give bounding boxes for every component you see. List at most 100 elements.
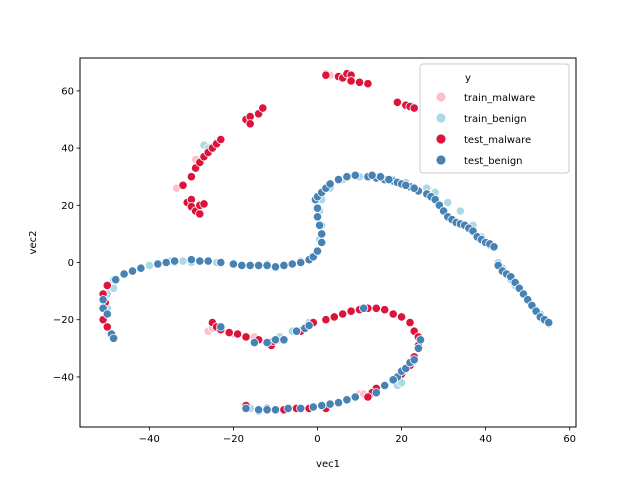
point-test_benign [333, 398, 344, 408]
point-test_benign [371, 388, 381, 398]
point-test_benign [359, 303, 369, 313]
x-tick-label: 60 [563, 434, 576, 445]
point-test_benign [350, 392, 360, 402]
x-axis-label: vec1 [316, 459, 340, 470]
points-layer [98, 69, 554, 416]
point-test_benign [350, 170, 360, 180]
point-test_benign [314, 220, 325, 230]
point-test_malware [346, 76, 356, 86]
legend-title: y [465, 73, 471, 84]
point-test_benign [317, 237, 327, 248]
point-test_benign [296, 403, 306, 413]
x-tick-label: 0 [314, 434, 320, 445]
point-test_benign [544, 317, 554, 328]
point-test_malware [321, 315, 331, 325]
point-test_malware [186, 172, 196, 182]
point-test_malware [380, 305, 390, 315]
legend-box [419, 63, 570, 174]
point-test_benign [270, 405, 281, 415]
point-test_benign [317, 229, 327, 239]
legend-label: test_benign [464, 156, 523, 167]
legend-entry-test_malware: test_malware [435, 133, 531, 146]
point-test_malware [354, 77, 365, 87]
point-test_benign [409, 183, 419, 193]
legend-entries: train_malware train_benign test_malwaretes… [435, 91, 535, 167]
point-test_benign [254, 260, 264, 270]
legend-marker [435, 133, 447, 145]
point-test_benign [489, 242, 499, 252]
legend-label: train_malware [464, 93, 535, 104]
point-test_benign [249, 337, 259, 348]
legend-label: train_benign [464, 114, 527, 125]
point-test_malware [321, 70, 331, 80]
point-test_benign [342, 395, 352, 405]
point-train_benign [144, 260, 154, 270]
y-tick-label: 20 [61, 201, 74, 212]
point-test_benign [415, 335, 426, 345]
point-test_malware [396, 312, 407, 322]
point-test_malware [216, 134, 226, 145]
point-test_benign [102, 309, 112, 319]
legend-entry-train_benign: train_benign [435, 112, 527, 125]
point-test_benign [312, 203, 323, 213]
point-test_malware [258, 103, 268, 113]
y-axis-label: vec2 [28, 231, 39, 255]
point-test_malware [363, 392, 373, 402]
point-test_benign [388, 375, 398, 385]
point-test_benign [153, 259, 163, 269]
point-test_malware [405, 317, 415, 328]
point-test_benign [380, 380, 390, 391]
legend-entry-test_benign: test_benign [435, 154, 523, 167]
point-test_benign [333, 175, 344, 185]
point-test_benign [216, 257, 226, 268]
point-test_benign [203, 256, 213, 266]
point-test_benign [279, 335, 289, 345]
point-test_malware [233, 329, 243, 339]
point-test_benign [195, 256, 205, 266]
point-test_benign [283, 403, 293, 413]
point-test_benign [109, 333, 119, 343]
y-tick-label: −40 [53, 372, 74, 383]
point-test_benign [384, 175, 394, 185]
series-test_benign [98, 170, 554, 415]
legend: y train_malware train_benign test_malwaret… [419, 63, 570, 174]
point-test_benign [375, 172, 386, 182]
y-tick-label: 60 [61, 86, 74, 97]
point-test_malware [102, 322, 112, 332]
point-test_malware [363, 79, 373, 89]
x-tick-label: 40 [479, 434, 492, 445]
point-test_benign [262, 260, 272, 270]
point-test_benign [291, 326, 302, 336]
point-test_benign [254, 405, 264, 415]
point-test_benign [170, 256, 180, 266]
point-train_benign [178, 256, 188, 266]
point-test_benign [367, 170, 377, 180]
point-test_malware [346, 306, 356, 316]
point-test_benign [312, 246, 323, 256]
point-test_benign [308, 402, 318, 412]
point-test_benign [111, 275, 121, 285]
point-test_malware [409, 103, 419, 113]
point-test_benign [228, 259, 238, 269]
point-test_benign [245, 260, 255, 270]
point-test_benign [409, 355, 419, 365]
point-test_malware [371, 303, 381, 313]
legend-marker [435, 112, 447, 124]
point-test_benign [342, 172, 352, 182]
y-tick-label: 40 [61, 144, 74, 155]
point-test_benign [127, 266, 138, 276]
legend-label: test_malware [464, 135, 531, 146]
y-tick-label: 0 [68, 258, 74, 269]
point-test_benign [270, 335, 281, 345]
point-train_benign [443, 197, 453, 208]
point-test_benign [401, 180, 411, 190]
x-tick-label: 20 [395, 434, 408, 445]
point-test_malware [388, 309, 398, 319]
x-tick-label: −40 [139, 434, 160, 445]
point-test_benign [317, 400, 327, 411]
point-test_benign [325, 399, 335, 409]
point-test_malware [245, 119, 255, 129]
point-test_malware [224, 327, 234, 338]
point-train_benign [455, 206, 465, 216]
